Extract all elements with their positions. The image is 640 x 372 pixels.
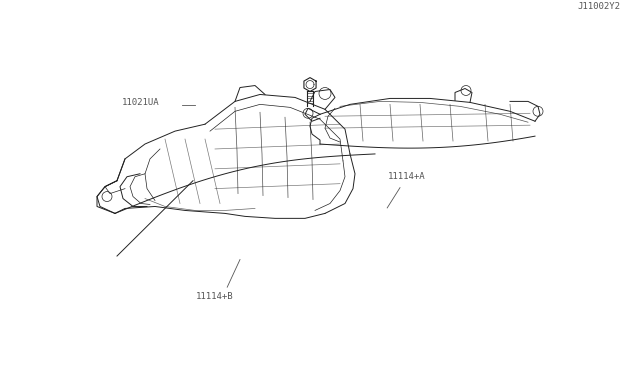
Text: 11114+B: 11114+B bbox=[196, 292, 233, 301]
Text: 11114+A: 11114+A bbox=[388, 172, 425, 181]
Text: J11002Y2: J11002Y2 bbox=[578, 1, 621, 11]
Text: 11021UA: 11021UA bbox=[122, 97, 159, 107]
